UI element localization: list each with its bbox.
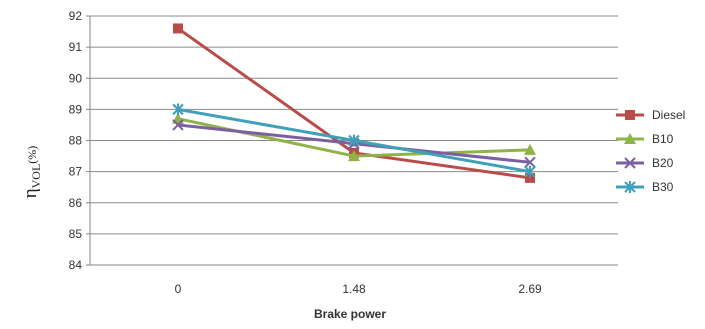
data-point-b30 xyxy=(172,103,184,116)
x-tick-label: 0 xyxy=(175,282,182,296)
legend-marker-b20 xyxy=(624,157,636,169)
y-tick-label: 87 xyxy=(69,165,83,179)
data-point-b20 xyxy=(172,119,184,131)
legend-label: Diesel xyxy=(652,108,685,122)
series xyxy=(172,23,536,183)
legend-marker-b10 xyxy=(624,133,636,144)
y-tick-labels: 84 85 86 87 88 89 90 91 92 xyxy=(69,9,83,272)
y-tick-label: 90 xyxy=(69,71,83,85)
legend-marker-diesel xyxy=(625,110,635,120)
y-tick-label: 92 xyxy=(69,9,83,23)
y-tick-label: 89 xyxy=(69,102,83,116)
legend-label: B20 xyxy=(652,156,674,170)
y-tick-label: 86 xyxy=(69,196,83,210)
data-point-b20 xyxy=(524,156,536,168)
axes xyxy=(89,16,618,266)
y-axis-title: ηVOL(%) xyxy=(20,146,43,199)
legend-label: B10 xyxy=(652,132,674,146)
y-axis-title-symbol: η xyxy=(20,188,41,198)
legend-item-b30: B30 xyxy=(616,180,674,194)
x-tick-label: 1.48 xyxy=(342,282,366,296)
y-axis-title-subscript: VOL xyxy=(29,164,43,189)
y-tick-label: 85 xyxy=(69,227,83,241)
legend-marker-b30 xyxy=(624,181,636,193)
legend-label: B30 xyxy=(652,180,674,194)
data-point-b10 xyxy=(348,150,360,162)
series-b30 xyxy=(172,103,536,178)
y-tick-label: 91 xyxy=(69,40,83,54)
y-tick-label: 88 xyxy=(69,134,83,148)
data-point-diesel xyxy=(525,172,535,183)
data-point-b30 xyxy=(348,134,360,147)
data-point-diesel xyxy=(173,23,183,34)
data-point-b30 xyxy=(524,165,536,178)
legend-item-diesel: Diesel xyxy=(616,108,685,122)
x-axis-title: Brake power xyxy=(314,307,386,321)
x-tick-labels: 0 1.48 2.69 xyxy=(175,282,542,296)
legend-item-b20: B20 xyxy=(616,156,674,170)
y-tick-label: 84 xyxy=(69,258,83,272)
data-point-b10 xyxy=(524,143,536,155)
x-tick-label: 2.69 xyxy=(518,282,542,296)
y-axis-title-unit: (%) xyxy=(25,146,39,164)
legend: Diesel B10 B20 B30 xyxy=(616,108,685,194)
legend-item-b10: B10 xyxy=(616,132,674,146)
